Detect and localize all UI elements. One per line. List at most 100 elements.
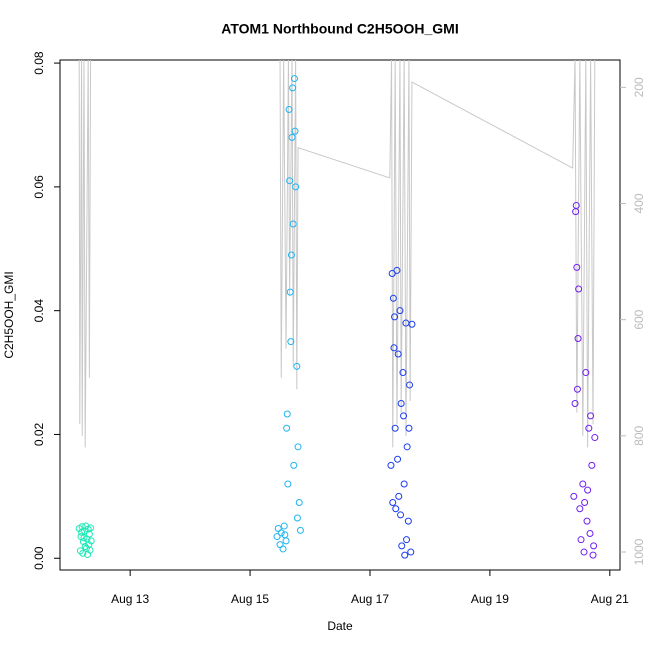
data-point	[579, 480, 587, 488]
data-point	[291, 127, 299, 135]
data-point	[591, 434, 599, 442]
data-point	[296, 526, 304, 534]
chart-title: ATOM1 Northbound C2H5OOH_GMI	[221, 21, 458, 37]
data-point	[583, 517, 591, 525]
data-point	[290, 461, 298, 469]
y-tick-label: 0.06	[32, 175, 46, 199]
x-tick-label: Aug 17	[351, 592, 389, 606]
y2-tick-label: 600	[632, 309, 646, 329]
data-point	[571, 400, 579, 408]
data-point	[392, 505, 400, 513]
data-point	[574, 335, 582, 343]
data-point	[391, 424, 399, 432]
data-point	[588, 461, 596, 469]
data-point	[87, 537, 95, 545]
data-point	[397, 400, 405, 408]
data-point	[286, 288, 294, 296]
data-point	[80, 534, 88, 542]
x-tick-label: Aug 13	[111, 592, 149, 606]
data-point	[81, 542, 89, 550]
x-tick-label: Aug 21	[591, 592, 629, 606]
y-tick-label: 0.08	[32, 51, 46, 75]
y2-tick-label: 1000	[632, 538, 646, 565]
data-point	[572, 208, 580, 216]
y2-tick-label: 800	[632, 425, 646, 445]
data-point	[86, 546, 94, 554]
x-tick-label: Aug 19	[471, 592, 509, 606]
data-point	[79, 549, 87, 557]
data-point	[400, 480, 408, 488]
data-point	[280, 522, 288, 530]
data-point	[295, 499, 303, 507]
data-point	[277, 529, 285, 537]
data-point	[393, 266, 401, 274]
data-point	[402, 319, 410, 327]
data-point	[283, 410, 291, 418]
data-point	[78, 528, 86, 536]
data-point	[395, 492, 403, 500]
x-tick-label: Aug 15	[231, 592, 269, 606]
data-point	[282, 537, 290, 545]
data-point	[394, 455, 402, 463]
data-point	[287, 338, 295, 346]
data-point	[294, 443, 302, 451]
data-point	[404, 517, 412, 525]
data-point	[576, 505, 584, 513]
data-point	[584, 486, 592, 494]
y2-tick-label: 400	[632, 193, 646, 213]
data-point	[589, 551, 597, 559]
data-point	[396, 307, 404, 315]
data-point	[391, 313, 399, 321]
data-point	[293, 514, 301, 522]
data-point	[575, 285, 583, 293]
data-point	[398, 542, 406, 550]
data-point	[289, 220, 297, 228]
data-point	[387, 461, 395, 469]
plot-frame	[59, 59, 621, 571]
y-tick-label: 0.02	[32, 422, 46, 446]
x-axis-label: Date	[327, 619, 353, 633]
altitude-line	[78, 60, 596, 448]
data-point	[289, 84, 297, 92]
data-point	[399, 369, 407, 377]
data-point	[390, 344, 398, 352]
data-point	[290, 75, 298, 83]
data-point	[293, 362, 301, 370]
data-point	[403, 443, 411, 451]
data-point	[287, 251, 295, 259]
data-point	[397, 511, 405, 519]
data-point	[273, 533, 281, 541]
y-axis-label: C2H5OOH_GMI	[2, 271, 16, 358]
data-point	[292, 183, 300, 191]
data-point	[587, 412, 595, 420]
plot-area	[75, 60, 599, 559]
data-point	[401, 551, 409, 559]
data-point	[581, 499, 589, 507]
data-point	[400, 412, 408, 420]
data-point	[405, 424, 413, 432]
y-tick-label: 0.04	[32, 299, 46, 323]
data-point	[394, 350, 402, 358]
data-point	[82, 544, 90, 552]
data-point	[573, 385, 581, 393]
data-point	[582, 369, 590, 377]
data-point	[274, 525, 282, 533]
data-point	[585, 424, 593, 432]
data-point	[573, 263, 581, 271]
data-point	[281, 531, 289, 539]
data-point	[284, 480, 292, 488]
y-tick-label: 0.00	[32, 546, 46, 570]
data-point	[389, 499, 397, 507]
data-point	[388, 270, 396, 278]
y2-tick-label: 200	[632, 77, 646, 97]
data-point	[276, 541, 284, 549]
data-point	[407, 548, 415, 556]
data-point	[586, 529, 594, 537]
data-point	[279, 545, 287, 553]
data-point	[389, 294, 397, 302]
data-point	[406, 381, 414, 389]
data-point	[283, 424, 291, 432]
data-point	[577, 536, 585, 544]
